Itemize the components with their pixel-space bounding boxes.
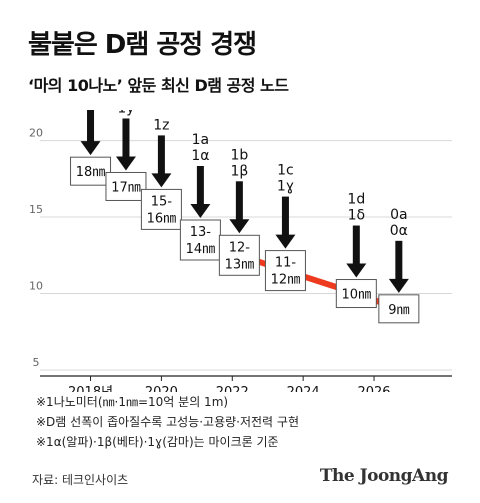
- down-arrow: [196, 166, 204, 206]
- node-box: [378, 294, 420, 324]
- node-value-label: 12㎚: [271, 273, 301, 288]
- node-value-label: 10㎚: [342, 288, 372, 303]
- down-arrow-head: [346, 263, 367, 278]
- generation-label: 1d: [347, 192, 365, 208]
- footnote-unit: ※1나노미터(㎚·1㎚=10억 분의 1m): [36, 395, 229, 409]
- down-arrow: [87, 110, 95, 144]
- node-value-label: 16㎚: [147, 211, 177, 226]
- generation-label: 1y: [117, 110, 134, 116]
- down-arrow: [281, 196, 289, 237]
- node-value-label: 18㎚: [76, 165, 106, 180]
- node-box: [335, 279, 377, 309]
- node-value-label: 14㎚: [186, 242, 216, 257]
- node-value-label: 11-: [275, 256, 297, 271]
- node-1: 17㎚ 1y: [105, 110, 147, 201]
- brand-logo: The JoongAng: [319, 466, 449, 486]
- chart-subtitle: ‘마의 10나노’ 앞둔 최신 D램 공정 노드: [28, 76, 289, 95]
- footnote-greek: ※1α(알파)·1β(베타)·1ɣ(감마)는 마이크론 기준: [36, 435, 279, 449]
- node-value-label: 17㎚: [111, 180, 141, 195]
- x-tick-label: 2026: [357, 385, 390, 392]
- down-arrow-head: [190, 204, 211, 218]
- down-arrow-head: [229, 219, 250, 234]
- y-tick-label: 20: [29, 127, 43, 140]
- chart-title: 불붙은 D램 공정 경쟁: [28, 30, 257, 60]
- generation-label: 1β: [230, 163, 248, 179]
- y-tick-label: 15: [29, 203, 43, 216]
- node-box: [264, 250, 306, 292]
- node-value-label: 13㎚: [225, 257, 255, 272]
- generation-label: 1δ: [348, 208, 365, 224]
- down-arrow: [235, 181, 243, 222]
- y-tick-label: 10: [29, 280, 43, 293]
- generation-label: 1α: [191, 148, 209, 164]
- node-box: [70, 156, 112, 186]
- down-arrow: [395, 240, 403, 281]
- down-arrow: [122, 118, 130, 159]
- generation-label: 1b: [230, 147, 248, 163]
- footnotes: ※1나노미터(㎚·1㎚=10억 분의 1m) ※D램 선폭이 좁아질수록 고성능…: [36, 392, 299, 452]
- node-0: 18㎚1x: [70, 110, 112, 186]
- generation-label: 0α: [390, 223, 408, 239]
- generation-label: 1z: [153, 117, 169, 133]
- node-2: 15- 16㎚ 1z: [140, 117, 182, 230]
- down-arrow-head: [151, 173, 172, 188]
- generation-label: 1c: [277, 163, 294, 179]
- node-value-label: 12-: [229, 240, 251, 255]
- node-box: [140, 188, 182, 230]
- x-tick-label: 2022: [216, 385, 249, 392]
- node-value-label: 13-: [190, 225, 212, 240]
- down-arrow-head: [80, 141, 101, 156]
- node-box: [179, 219, 221, 261]
- down-arrow-head: [115, 156, 136, 171]
- node-value-label: 15-: [151, 194, 173, 209]
- source-credit: 자료: 테크인사이츠: [32, 473, 129, 487]
- node-box: [218, 234, 260, 276]
- x-tick-label: 2024: [287, 385, 320, 392]
- x-tick-label: 2020: [145, 385, 178, 392]
- generation-label: 1ɣ: [277, 179, 294, 195]
- footnote-linewidth: ※D램 선폭이 좁아질수록 고성능·고용량·저전력 구현: [36, 415, 299, 429]
- down-arrow: [157, 135, 165, 176]
- dram-node-chart: 20 15 10 5 2018년 2020 2022 2024 2026 18㎚1x17㎚ 1y 15…: [29, 110, 452, 392]
- y-tick-label: 5: [33, 356, 40, 369]
- node-value-label: 9㎚: [388, 303, 409, 318]
- down-arrow: [352, 225, 360, 266]
- down-arrow-head: [388, 278, 409, 293]
- x-tick-label: 2018년: [68, 385, 113, 392]
- generation-label: 1a: [192, 132, 210, 148]
- generation-label: 0a: [390, 207, 408, 223]
- down-arrow-head: [275, 234, 296, 249]
- node-box: [105, 171, 147, 201]
